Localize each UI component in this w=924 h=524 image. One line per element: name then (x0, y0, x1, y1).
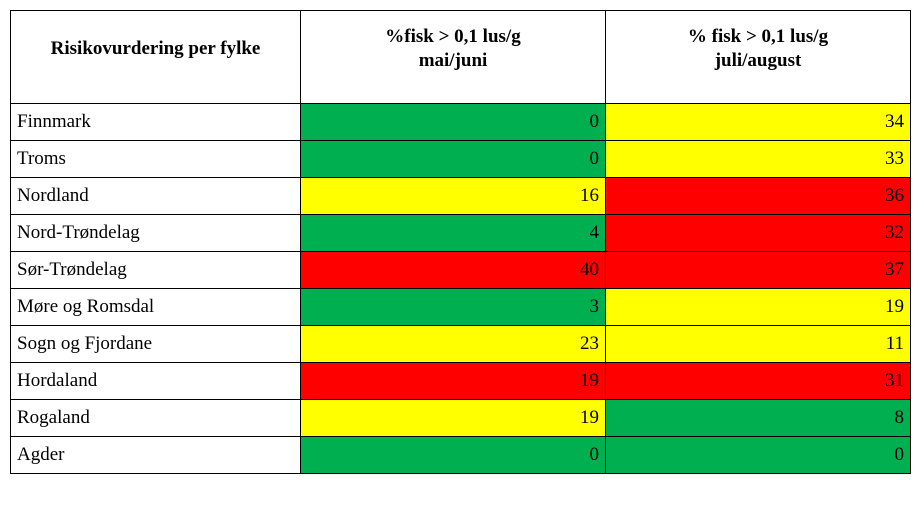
table-row: Agder00 (11, 436, 911, 473)
risk-table: Risikovurdering per fylke %fisk > 0,1 lu… (10, 10, 911, 474)
value-cell-juli-august: 37 (606, 251, 911, 288)
table-row: Møre og Romsdal319 (11, 288, 911, 325)
region-cell: Troms (11, 140, 301, 177)
region-cell: Rogaland (11, 399, 301, 436)
col-header-juli-august: % fisk > 0,1 lus/g juli/august (606, 11, 911, 104)
table-row: Nordland1636 (11, 177, 911, 214)
value-cell-juli-august: 19 (606, 288, 911, 325)
value-cell-juli-august: 33 (606, 140, 911, 177)
value-cell-juli-august: 8 (606, 399, 911, 436)
region-cell: Finnmark (11, 103, 301, 140)
table-body: Finnmark034Troms033Nordland1636Nord-Trøn… (11, 103, 911, 473)
value-cell-juli-august: 11 (606, 325, 911, 362)
value-cell-mai-juni: 3 (301, 288, 606, 325)
value-cell-mai-juni: 0 (301, 140, 606, 177)
value-cell-juli-august: 0 (606, 436, 911, 473)
value-cell-mai-juni: 0 (301, 436, 606, 473)
table-row: Troms033 (11, 140, 911, 177)
value-cell-mai-juni: 23 (301, 325, 606, 362)
table-header-row: Risikovurdering per fylke %fisk > 0,1 lu… (11, 11, 911, 104)
col-header-mai-juni-line1: %fisk > 0,1 lus/g (385, 26, 520, 47)
region-cell: Nordland (11, 177, 301, 214)
region-cell: Hordaland (11, 362, 301, 399)
table-row: Rogaland198 (11, 399, 911, 436)
region-cell: Sør-Trøndelag (11, 251, 301, 288)
table-row: Hordaland1931 (11, 362, 911, 399)
table-row: Finnmark034 (11, 103, 911, 140)
value-cell-juli-august: 36 (606, 177, 911, 214)
region-cell: Agder (11, 436, 301, 473)
value-cell-mai-juni: 19 (301, 362, 606, 399)
value-cell-juli-august: 32 (606, 214, 911, 251)
region-cell: Møre og Romsdal (11, 288, 301, 325)
region-cell: Sogn og Fjordane (11, 325, 301, 362)
col-header-region: Risikovurdering per fylke (11, 11, 301, 104)
value-cell-juli-august: 34 (606, 103, 911, 140)
value-cell-mai-juni: 19 (301, 399, 606, 436)
col-header-region-label: Risikovurdering per fylke (51, 38, 261, 59)
value-cell-mai-juni: 0 (301, 103, 606, 140)
table-row: Sør-Trøndelag4037 (11, 251, 911, 288)
table-row: Sogn og Fjordane2311 (11, 325, 911, 362)
col-header-juli-august-line1: % fisk > 0,1 lus/g (688, 26, 828, 47)
table-row: Nord-Trøndelag432 (11, 214, 911, 251)
value-cell-juli-august: 31 (606, 362, 911, 399)
col-header-mai-juni-line2: mai/juni (419, 50, 488, 71)
col-header-juli-august-line2: juli/august (715, 50, 802, 71)
value-cell-mai-juni: 40 (301, 251, 606, 288)
region-cell: Nord-Trøndelag (11, 214, 301, 251)
value-cell-mai-juni: 16 (301, 177, 606, 214)
value-cell-mai-juni: 4 (301, 214, 606, 251)
col-header-mai-juni: %fisk > 0,1 lus/g mai/juni (301, 11, 606, 104)
